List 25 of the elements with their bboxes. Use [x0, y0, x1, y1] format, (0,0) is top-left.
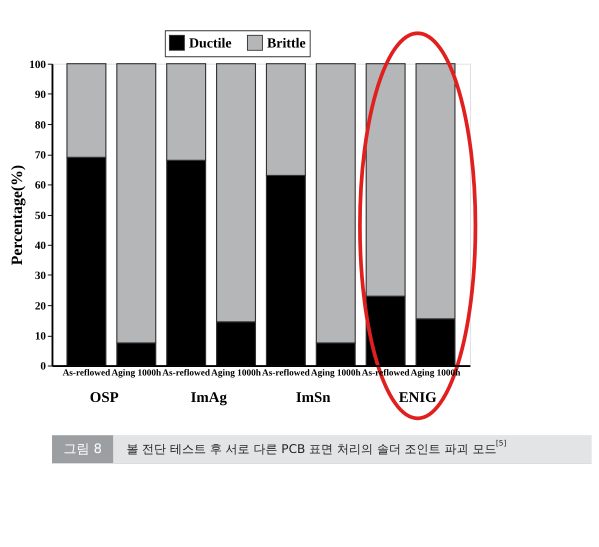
y-tick-label: 90 [34, 89, 46, 102]
y-tick-label: 100 [29, 58, 46, 71]
x-tick-label: As-reflowed [262, 368, 311, 378]
y-tick-label: 40 [34, 240, 46, 252]
text: ENIG [398, 390, 438, 406]
x-tick-label: As-reflowed [162, 368, 211, 378]
text: ImSn [296, 390, 332, 406]
y-tick-label: 70 [34, 149, 46, 162]
x-tick-label: Aging 1000h [211, 368, 262, 378]
x-tick-label: Aging 1000h [310, 368, 362, 378]
y-tick-label: 80 [34, 119, 46, 132]
text: ImAg [190, 390, 228, 406]
legend-label: Ductile [188, 36, 232, 52]
y-tick-label: 20 [34, 300, 46, 312]
y-tick-label: 50 [34, 210, 46, 222]
caption: 그림 8 [63, 442, 102, 457]
x-tick-label: As-reflowed [62, 368, 112, 378]
x-tick-label: Aging 1000h [111, 368, 162, 378]
y-tick-label: 60 [34, 180, 46, 192]
y-tick-label: 10 [34, 330, 46, 343]
y-tick-label: 0 [40, 360, 46, 373]
y-axis-title: Percentage(%) [8, 164, 26, 266]
y-tick-label: 30 [34, 270, 46, 282]
text: OSP [90, 390, 119, 406]
legend-label: Brittle [266, 36, 306, 52]
